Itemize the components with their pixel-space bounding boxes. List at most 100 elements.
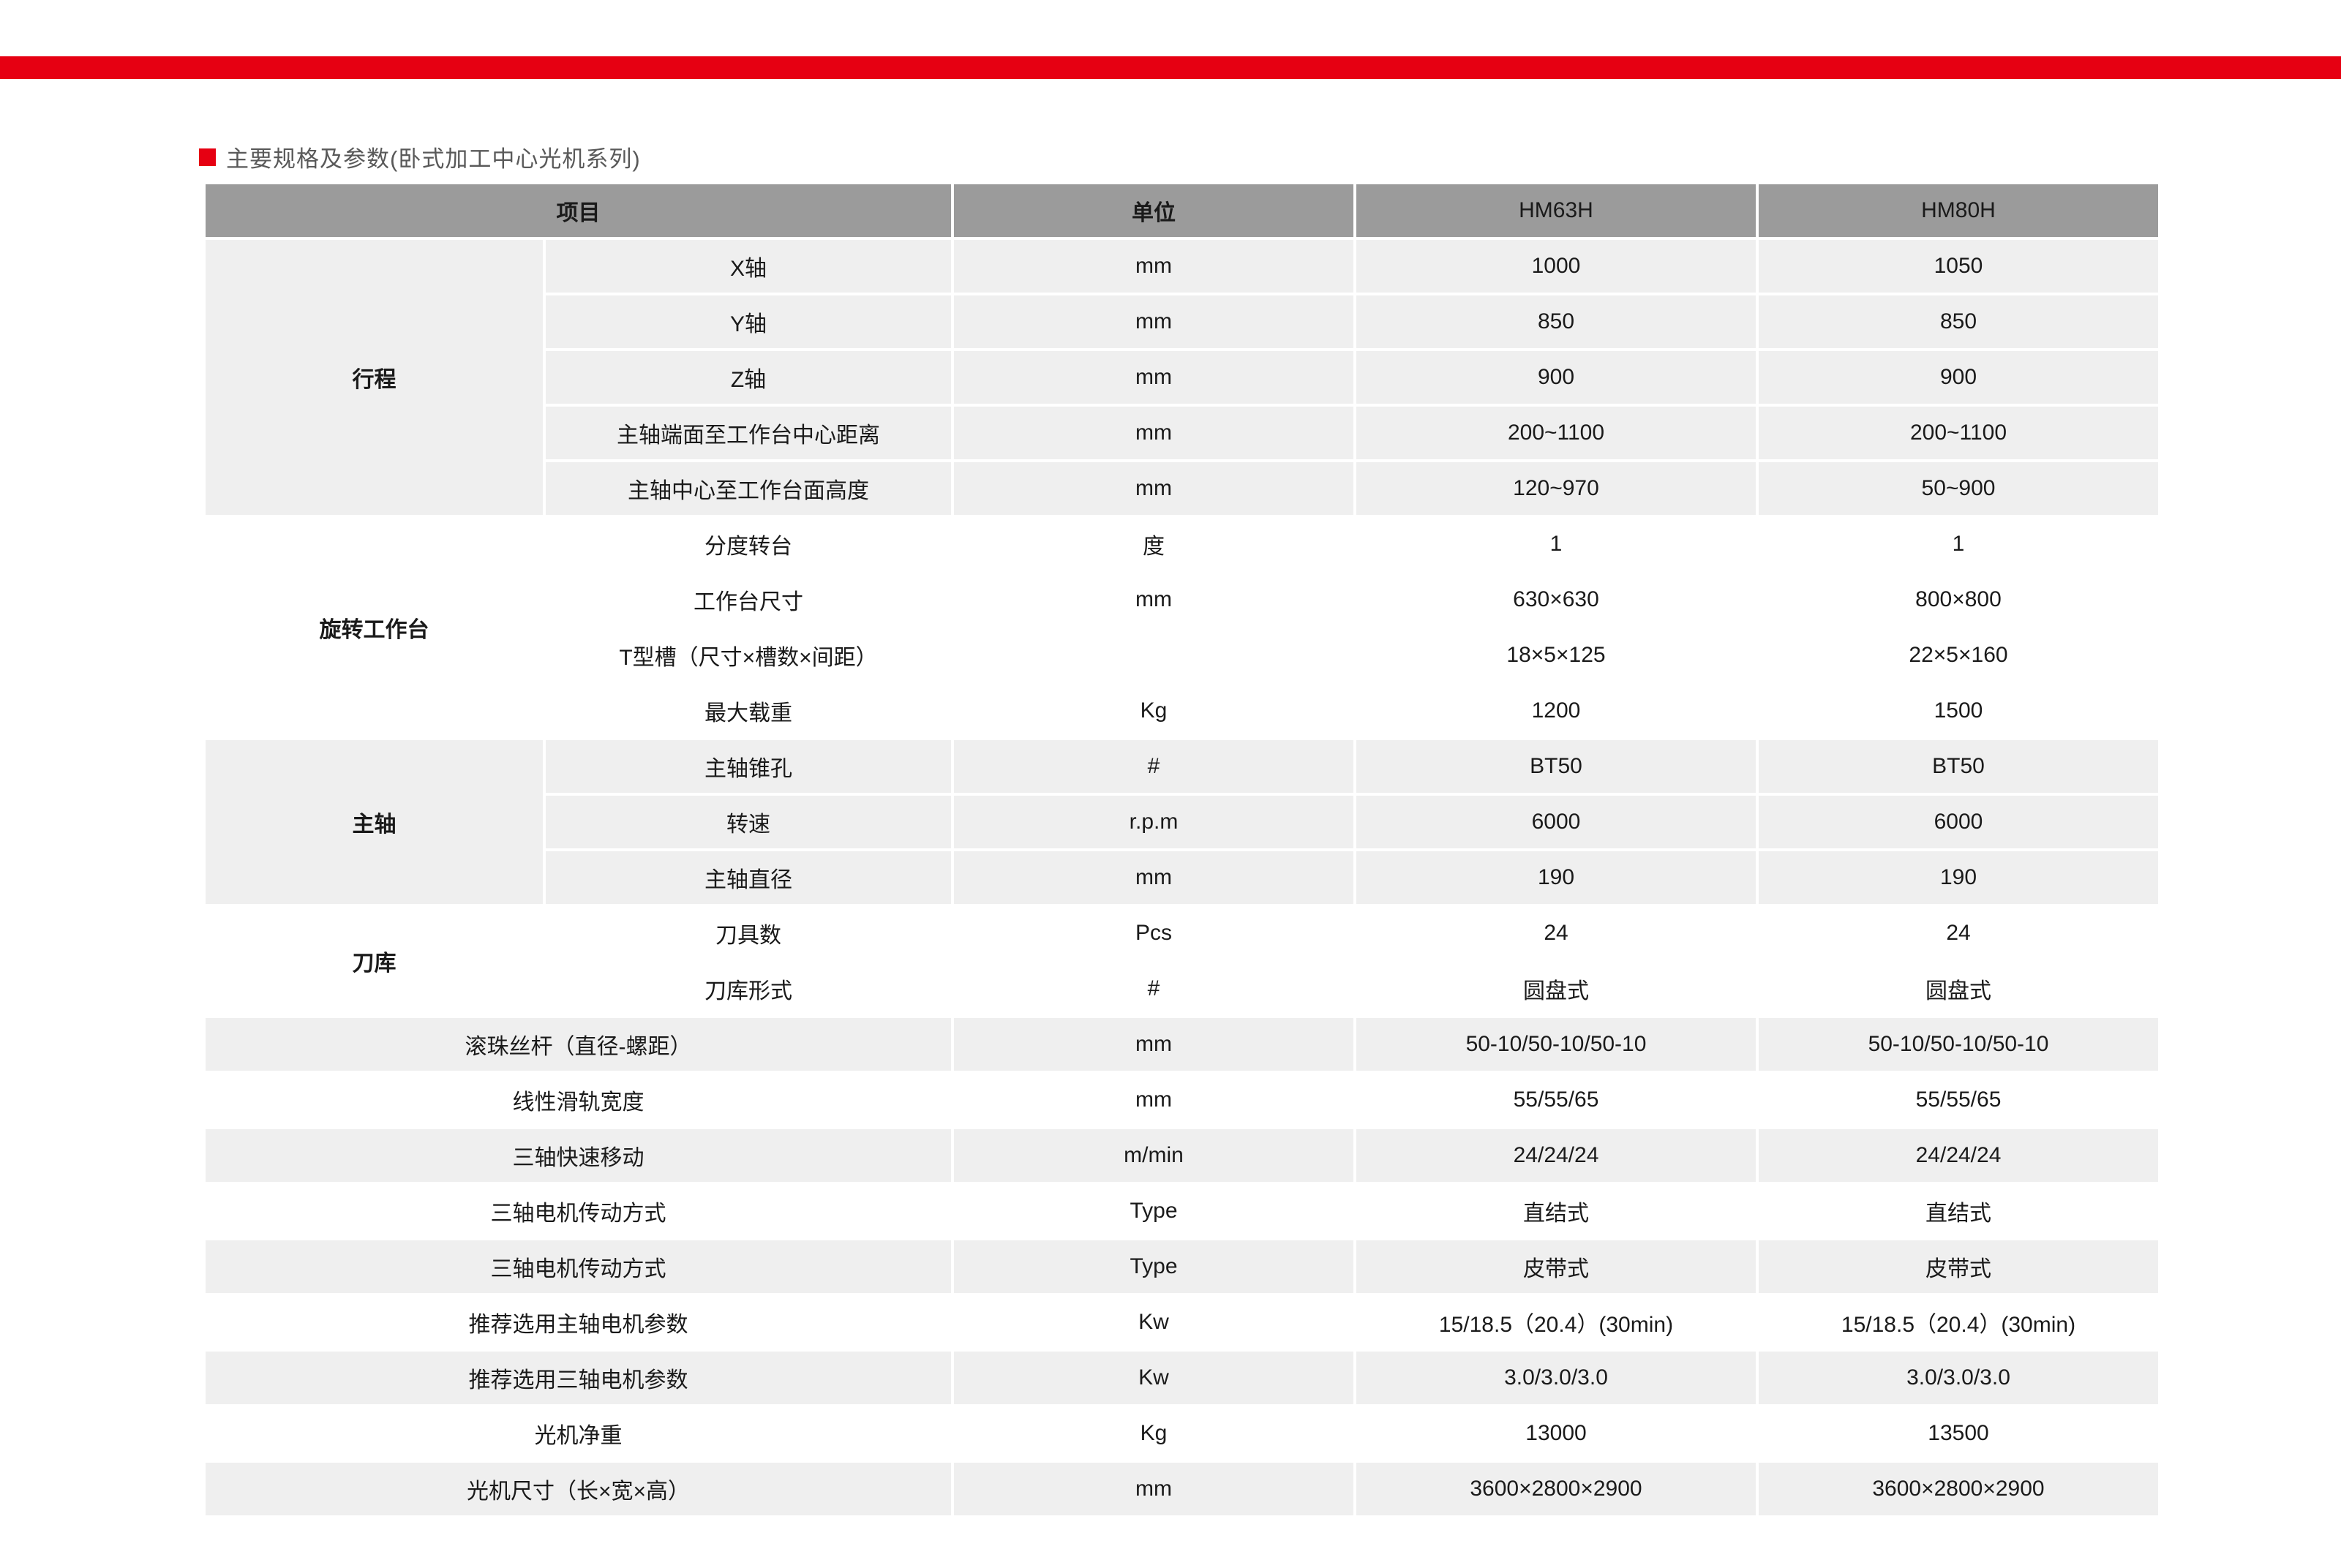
value-cell-hm80h: 1 [1759,518,2158,570]
label-cell: 三轴快速移动 [206,1129,951,1182]
value-cell-hm63h: 皮带式 [1356,1240,1756,1293]
value-cell-hm80h: 800×800 [1759,573,2158,626]
value-cell-hm63h: 1200 [1356,685,1756,737]
top-accent-bar [0,56,2341,79]
item-cell: Z轴 [546,351,951,404]
unit-cell: mm [954,851,1353,904]
value-cell-hm63h: 190 [1356,851,1756,904]
table-row: 主轴 主轴锥孔 # BT50 BT50 [206,740,2158,904]
unit-cell: Type [954,1185,1353,1237]
header-item: 项目 [206,184,951,237]
value-cell-hm63h: 55/55/65 [1356,1074,1756,1126]
value-cell-hm80h: 圆盘式 [1759,962,2158,1015]
label-cell: 光机尺寸（长×宽×高） [206,1463,951,1515]
value-cell-hm80h: 50-10/50-10/50-10 [1759,1018,2158,1071]
unit-cell: mm [954,1018,1353,1071]
item-cell: 主轴中心至工作台面高度 [546,462,951,515]
value-cell-hm63h: 3600×2800×2900 [1356,1463,1756,1515]
item-cell: 主轴直径 [546,851,951,904]
value-cell-hm80h: 6000 [1759,796,2158,848]
unit-cell: mm [954,295,1353,348]
unit-cell: mm [954,240,1353,293]
value-cell-hm80h: BT50 [1759,740,2158,793]
section-title-text: 主要规格及参数(卧式加工中心光机系列) [226,146,641,172]
unit-cell: Kg [954,1407,1353,1460]
unit-cell [954,629,1353,682]
value-cell-hm63h: 3.0/3.0/3.0 [1356,1352,1756,1404]
table-row: 行程 X轴 mm 1000 1050 [206,240,2158,515]
unit-cell: Type [954,1240,1353,1293]
table-row: 三轴电机传动方式 Type 直结式 直结式 [206,1185,2158,1237]
table-row: 光机尺寸（长×宽×高） mm 3600×2800×2900 3600×2800×… [206,1463,2158,1515]
item-cell: X轴 [546,240,951,293]
value-cell-hm80h: 1050 [1759,240,2158,293]
table-row: 旋转工作台 分度转台 度 1 1 [206,518,2158,737]
specs-table: 项目 单位 HM63H HM80H 行程 X轴 mm 1000 1050 Y轴 … [203,181,2161,1518]
item-cell: 主轴锥孔 [546,740,951,793]
value-cell-hm63h: 6000 [1356,796,1756,848]
value-cell-hm63h: 900 [1356,351,1756,404]
label-cell: 推荐选用三轴电机参数 [206,1352,951,1404]
table-row: 最大载重 Kg 1200 1500 [206,685,2158,737]
label-cell: 滚珠丝杆（直径-螺距） [206,1018,951,1071]
unit-cell: Kw [954,1352,1353,1404]
value-cell-hm63h: 15/18.5（20.4）(30min) [1356,1296,1756,1349]
unit-cell: Kw [954,1296,1353,1349]
item-cell: T型槽（尺寸×槽数×间距） [546,629,951,682]
unit-cell: Pcs [954,907,1353,960]
table-row: 推荐选用三轴电机参数 Kw 3.0/3.0/3.0 3.0/3.0/3.0 [206,1352,2158,1404]
category-cell: 刀库 [206,907,543,1015]
table-row: Y轴 mm 850 850 [206,295,2158,348]
table-row: 刀库形式 # 圆盘式 圆盘式 [206,962,2158,1015]
label-cell: 三轴电机传动方式 [206,1240,951,1293]
red-square-bullet-icon [199,148,216,166]
table-row: T型槽（尺寸×槽数×间距） 18×5×125 22×5×160 [206,629,2158,682]
value-cell-hm63h: 18×5×125 [1356,629,1756,682]
unit-cell: mm [954,462,1353,515]
header-model-hm80h: HM80H [1759,184,2158,237]
item-cell: 工作台尺寸 [546,573,951,626]
value-cell-hm80h: 50~900 [1759,462,2158,515]
table-row: 三轴快速移动 m/min 24/24/24 24/24/24 [206,1129,2158,1182]
table-row: 主轴端面至工作台中心距离 mm 200~1100 200~1100 [206,407,2158,459]
value-cell-hm63h: 1 [1356,518,1756,570]
category-cell: 旋转工作台 [206,518,543,737]
table-row: 线性滑轨宽度 mm 55/55/65 55/55/65 [206,1074,2158,1126]
table-row: Z轴 mm 900 900 [206,351,2158,404]
unit-cell: mm [954,1074,1353,1126]
value-cell-hm63h: 直结式 [1356,1185,1756,1237]
header-unit: 单位 [954,184,1353,237]
item-cell: Y轴 [546,295,951,348]
unit-cell: mm [954,573,1353,626]
item-cell: 最大载重 [546,685,951,737]
table-row: 光机净重 Kg 13000 13500 [206,1407,2158,1460]
value-cell-hm80h: 22×5×160 [1759,629,2158,682]
table-row: 刀库 刀具数 Pcs 24 24 [206,907,2158,1015]
value-cell-hm80h: 直结式 [1759,1185,2158,1237]
table-row: 工作台尺寸 mm 630×630 800×800 [206,573,2158,626]
unit-cell: mm [954,351,1353,404]
table-row: 滚珠丝杆（直径-螺距） mm 50-10/50-10/50-10 50-10/5… [206,1018,2158,1071]
table-header-row: 项目 单位 HM63H HM80H [206,184,2158,237]
value-cell-hm80h: 24/24/24 [1759,1129,2158,1182]
item-cell: 刀具数 [546,907,951,960]
item-cell: 分度转台 [546,518,951,570]
table-row: 主轴中心至工作台面高度 mm 120~970 50~900 [206,462,2158,515]
label-cell: 三轴电机传动方式 [206,1185,951,1237]
value-cell-hm63h: 24 [1356,907,1756,960]
label-cell: 线性滑轨宽度 [206,1074,951,1126]
unit-cell: r.p.m [954,796,1353,848]
item-cell: 主轴端面至工作台中心距离 [546,407,951,459]
value-cell-hm80h: 3.0/3.0/3.0 [1759,1352,2158,1404]
item-cell: 转速 [546,796,951,848]
value-cell-hm63h: 50-10/50-10/50-10 [1356,1018,1756,1071]
category-cell: 主轴 [206,740,543,904]
value-cell-hm80h: 15/18.5（20.4）(30min) [1759,1296,2158,1349]
value-cell-hm63h: 24/24/24 [1356,1129,1756,1182]
unit-cell: mm [954,407,1353,459]
value-cell-hm80h: 1500 [1759,685,2158,737]
unit-cell: m/min [954,1129,1353,1182]
label-cell: 推荐选用主轴电机参数 [206,1296,951,1349]
value-cell-hm80h: 190 [1759,851,2158,904]
